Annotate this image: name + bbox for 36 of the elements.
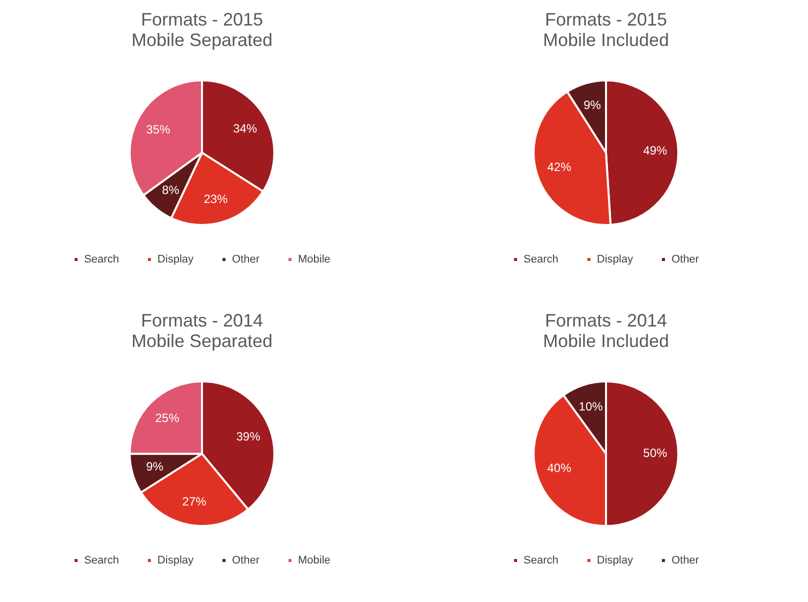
legend-label: Display xyxy=(596,554,634,567)
data-label: 42% xyxy=(547,160,572,174)
data-label: 8% xyxy=(162,182,180,197)
legend-label: Display xyxy=(157,254,194,266)
legend-label: Search xyxy=(84,254,119,266)
legend-label: Other xyxy=(671,254,700,266)
legend-label: Mobile xyxy=(298,254,330,266)
chart-title: Formats - 2014 xyxy=(140,310,264,330)
chart-subtitle: Mobile Included xyxy=(542,30,670,50)
data-label: 39% xyxy=(236,429,261,444)
legend-label: Display xyxy=(596,254,634,266)
data-label: 25% xyxy=(155,411,180,426)
data-label: 9% xyxy=(146,460,164,474)
chart-subtitle: Mobile Separated xyxy=(131,30,273,50)
data-label: 49% xyxy=(643,143,668,158)
data-label: 50% xyxy=(643,446,668,460)
data-label: 9% xyxy=(584,98,602,112)
data-label: 27% xyxy=(182,494,207,509)
legend-label: Search xyxy=(524,554,558,567)
data-label: 10% xyxy=(578,399,604,414)
legend-label: Mobile xyxy=(298,554,330,567)
data-label: 23% xyxy=(204,192,228,206)
chart-subtitle: Mobile Separated xyxy=(131,331,273,352)
legend-label: Search xyxy=(84,554,119,567)
legend-label: Other xyxy=(232,254,260,266)
data-label: 35% xyxy=(146,122,171,137)
legend-label: Other xyxy=(232,554,260,567)
chart-subtitle: Mobile Included xyxy=(542,331,670,352)
legend-label: Display xyxy=(157,554,194,567)
legend-label: Other xyxy=(671,554,700,567)
chart-title: Formats - 2015 xyxy=(140,9,264,30)
data-label: 34% xyxy=(233,121,258,136)
data-label: 40% xyxy=(547,461,572,476)
legend-label: Search xyxy=(524,254,558,266)
chart-title: Formats - 2014 xyxy=(544,310,668,330)
chart-title: Formats - 2015 xyxy=(544,9,668,30)
